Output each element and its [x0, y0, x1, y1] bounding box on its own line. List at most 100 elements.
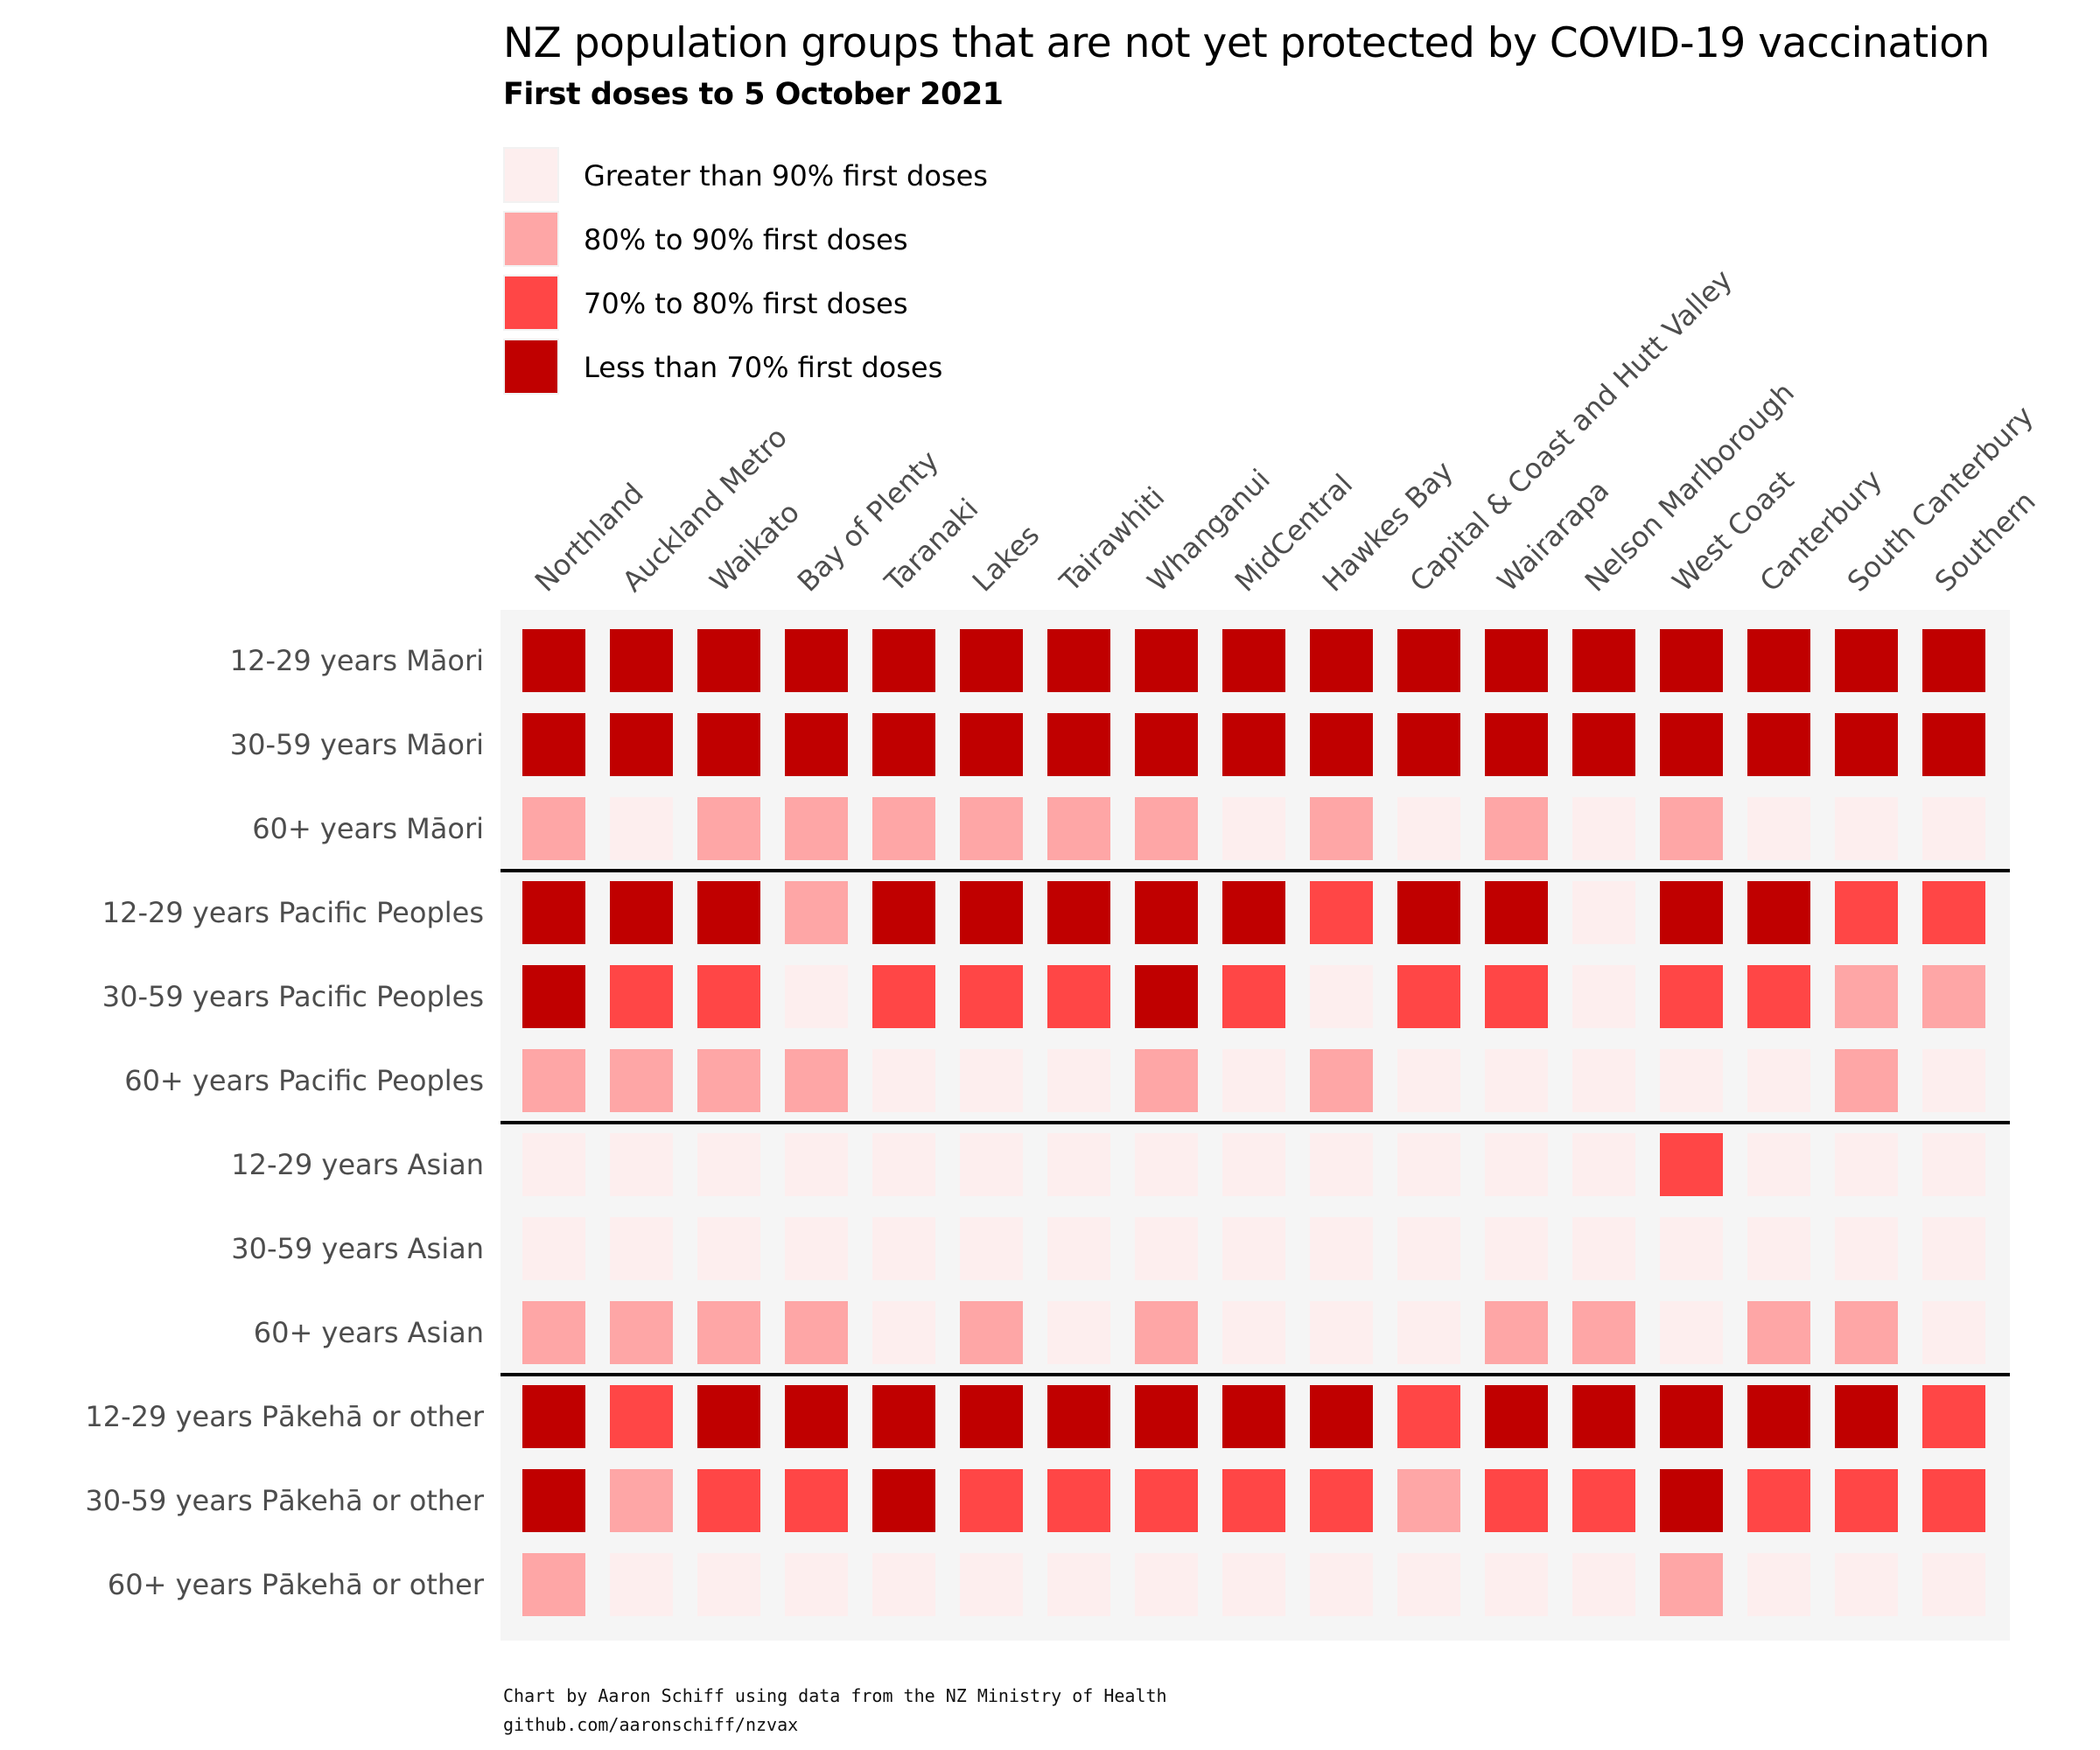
heatmap-cell — [1222, 1049, 1285, 1112]
heatmap-cell — [1485, 1553, 1548, 1616]
heatmap-cell — [1835, 1301, 1898, 1364]
heatmap-cell — [522, 965, 585, 1028]
heatmap-cell — [1747, 881, 1810, 944]
heatmap-cell — [872, 1133, 935, 1196]
heatmap-cell — [960, 1049, 1023, 1112]
row-label: 12-29 years Māori — [230, 644, 484, 677]
heatmap-cell — [610, 1217, 673, 1280]
heatmap-cell — [1397, 1385, 1460, 1448]
heatmap-cell — [1572, 1553, 1635, 1616]
heatmap-cell — [1747, 713, 1810, 776]
heatmap-cell — [697, 1049, 760, 1112]
heatmap-cell — [1047, 629, 1110, 692]
legend-item-70to80: 70% to 80% first doses — [503, 275, 1291, 338]
heatmap-cell — [1747, 1553, 1810, 1616]
heatmap-cell — [1135, 713, 1198, 776]
legend-label-lt70: Less than 70% first doses — [584, 351, 943, 384]
heatmap-cell — [1922, 713, 1985, 776]
heatmap-cell — [960, 713, 1023, 776]
heatmap-cell — [1835, 1469, 1898, 1532]
heatmap-cell — [1310, 1469, 1373, 1532]
chart-title: NZ population groups that are not yet pr… — [503, 19, 1990, 67]
heatmap-cell — [1660, 1049, 1723, 1112]
legend-swatch-lt70 — [503, 339, 559, 395]
heatmap-cell — [785, 1469, 848, 1532]
heatmap-cell — [1922, 1133, 1985, 1196]
heatmap-cell — [785, 713, 848, 776]
heatmap-cell — [522, 1301, 585, 1364]
heatmap-cell — [1660, 1301, 1723, 1364]
heatmap-cell — [785, 1049, 848, 1112]
heatmap-cell — [1397, 965, 1460, 1028]
heatmap-cell — [785, 1133, 848, 1196]
heatmap-cell — [872, 1217, 935, 1280]
row-label: 12-29 years Pacific Peoples — [102, 896, 484, 929]
heatmap-cell — [697, 629, 760, 692]
heatmap-cell — [1485, 881, 1548, 944]
caption: Chart by Aaron Schiff using data from th… — [503, 1682, 1167, 1740]
heatmap-cell — [1397, 1217, 1460, 1280]
heatmap-cell — [960, 1301, 1023, 1364]
heatmap-cell — [522, 1553, 585, 1616]
heatmap-cell — [1135, 1133, 1198, 1196]
heatmap-cell — [1922, 629, 1985, 692]
heatmap-cell — [960, 629, 1023, 692]
heatmap-cell — [1485, 1301, 1548, 1364]
heatmap-cell — [1047, 797, 1110, 860]
column-label: Auckland Metro — [616, 420, 794, 598]
heatmap-cell — [1135, 1469, 1198, 1532]
heatmap-cell — [1485, 797, 1548, 860]
heatmap-cell — [1572, 1217, 1635, 1280]
heatmap-cell — [1222, 965, 1285, 1028]
heatmap-cell — [785, 1217, 848, 1280]
heatmap-cell — [1397, 1469, 1460, 1532]
row-label: 30-59 years Māori — [230, 728, 484, 761]
heatmap-cell — [1485, 1133, 1548, 1196]
heatmap-cell — [1922, 881, 1985, 944]
heatmap-cell — [522, 629, 585, 692]
heatmap-cell — [1922, 1385, 1985, 1448]
heatmap-cell — [697, 965, 760, 1028]
heatmap-cell — [872, 1385, 935, 1448]
heatmap-cell — [1747, 1385, 1810, 1448]
heatmap-cell — [1835, 1049, 1898, 1112]
heatmap-cell — [1047, 1049, 1110, 1112]
heatmap-cell — [960, 1469, 1023, 1532]
legend-swatch-gt90 — [503, 147, 559, 203]
heatmap-cell — [1835, 1385, 1898, 1448]
legend-label-70to80: 70% to 80% first doses — [584, 287, 908, 320]
heatmap-cell — [1572, 1133, 1635, 1196]
heatmap-cell — [1135, 965, 1198, 1028]
heatmap-cell — [1485, 1385, 1548, 1448]
heatmap-cell — [1047, 1553, 1110, 1616]
row-label: 30-59 years Pākehā or other — [85, 1484, 484, 1517]
legend-swatch-80to90 — [503, 211, 559, 267]
heatmap-cell — [522, 713, 585, 776]
heatmap-cell — [1310, 965, 1373, 1028]
heatmap-cell — [960, 1217, 1023, 1280]
heatmap-cell — [522, 1469, 585, 1532]
heatmap-cell — [697, 1301, 760, 1364]
heatmap-cell — [1922, 1469, 1985, 1532]
heatmap-cell — [1222, 1553, 1285, 1616]
heatmap-cell — [1310, 1301, 1373, 1364]
heatmap-cell — [1660, 1553, 1723, 1616]
heatmap-cell — [1397, 881, 1460, 944]
heatmap-cell — [1485, 1469, 1548, 1532]
caption-source-link: github.com/aaronschiff/nzvax — [503, 1714, 799, 1735]
heatmap-cell — [1135, 1301, 1198, 1364]
heatmap-cell — [1222, 1133, 1285, 1196]
heatmap-cell — [1660, 965, 1723, 1028]
heatmap-cell — [872, 1301, 935, 1364]
heatmap-cell — [1397, 1301, 1460, 1364]
heatmap-cell — [1922, 1553, 1985, 1616]
row-label: 60+ years Māori — [252, 812, 484, 845]
heatmap-cell — [1135, 1553, 1198, 1616]
heatmap-cell — [1660, 1217, 1723, 1280]
heatmap-cell — [1222, 1301, 1285, 1364]
heatmap-cell — [1047, 713, 1110, 776]
heatmap-cell — [1135, 1217, 1198, 1280]
heatmap-cell — [697, 797, 760, 860]
heatmap-cell — [1310, 1385, 1373, 1448]
heatmap-cell — [1047, 1133, 1110, 1196]
